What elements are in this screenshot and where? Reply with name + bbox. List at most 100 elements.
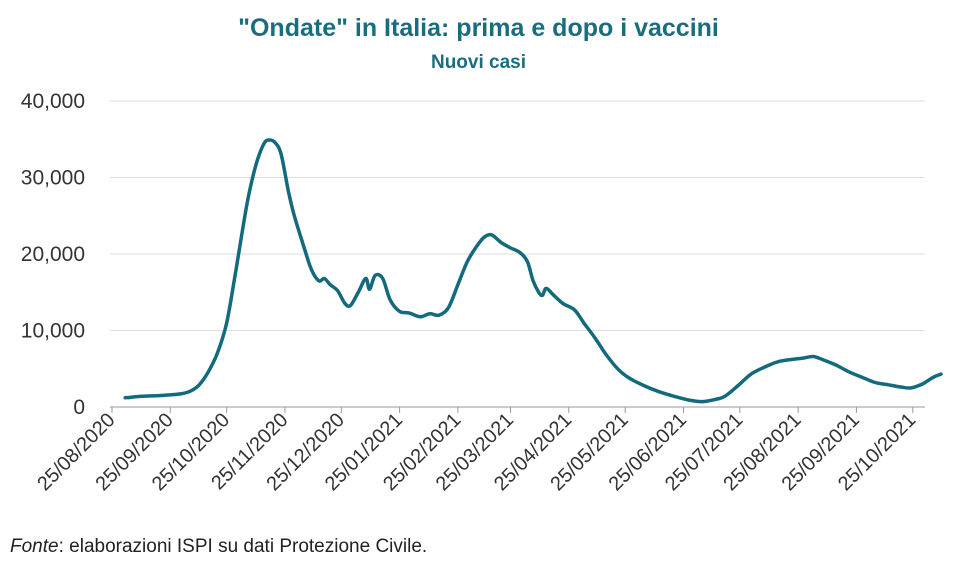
data-point: [418, 315, 422, 319]
data-point: [343, 302, 347, 306]
data-point: [811, 355, 815, 358]
source-label: Fonte: [10, 536, 59, 557]
data-point: [821, 358, 824, 361]
data-point: [847, 370, 851, 374]
data-point: [437, 313, 441, 317]
data-point: [356, 290, 360, 294]
data-point: [642, 384, 646, 387]
data-point: [762, 365, 766, 369]
data-point: [873, 381, 877, 384]
data-point: [197, 384, 200, 387]
data-point: [834, 363, 838, 367]
data-point: [582, 321, 586, 325]
data-point: [465, 260, 469, 263]
data-point: [247, 191, 251, 195]
data-point: [776, 360, 779, 364]
data-point: [939, 372, 943, 376]
data-point: [317, 279, 321, 283]
data-point: [544, 287, 548, 290]
data-point: [215, 352, 219, 355]
y-axis-ticks: 0 10,000 20,000 30,000 40,000: [21, 90, 85, 419]
data-point: [509, 246, 512, 250]
data-point: [287, 191, 291, 195]
data-point: [279, 153, 283, 157]
data-point: [490, 233, 494, 237]
y-tick-label: 30,000: [21, 167, 85, 190]
chart-subtitle: Nuovi casi: [430, 52, 527, 73]
data-point: [323, 277, 326, 280]
source-text: : elaborazioni ISPI su dati Protezione C…: [58, 536, 428, 557]
y-tick-label: 40,000: [21, 90, 85, 113]
x-axis-ticks: 25/08/202025/09/202025/10/202025/11/2020…: [33, 407, 920, 495]
series-line: [123, 138, 943, 404]
data-point: [700, 400, 704, 403]
data-point: [482, 235, 486, 239]
data-point: [381, 277, 385, 280]
data-point: [292, 214, 296, 218]
series-layer: [123, 138, 943, 404]
data-point: [932, 375, 935, 379]
gridlines: [110, 100, 925, 331]
data-point: [789, 358, 792, 361]
data-point: [672, 394, 676, 398]
data-point: [552, 293, 556, 297]
data-point: [749, 372, 753, 376]
data-point: [900, 385, 903, 389]
data-point: [499, 241, 503, 244]
chart-title: "Ondate" in Italia: prima e dopo i vacci…: [238, 14, 719, 42]
data-point: [328, 283, 332, 286]
data-point: [605, 353, 608, 357]
data-point: [234, 267, 238, 271]
data-point: [140, 394, 144, 398]
data-point: [309, 267, 313, 271]
data-point: [723, 394, 727, 398]
data-point: [373, 274, 377, 277]
data-point: [526, 260, 529, 263]
data-point: [428, 312, 432, 316]
data-point: [920, 382, 924, 386]
data-point: [225, 321, 229, 325]
data-point: [447, 306, 450, 309]
data-point: [388, 298, 392, 302]
data-point: [627, 376, 631, 380]
data-point: [268, 138, 272, 142]
data-point: [541, 293, 544, 297]
data-point: [456, 283, 460, 286]
data-point: [159, 394, 163, 397]
data-point: [242, 222, 246, 225]
data-point: [537, 290, 541, 294]
data-point: [274, 141, 277, 145]
source-note: Fonte: elaborazioni ISPI su dati Protezi…: [10, 536, 427, 558]
data-point: [714, 398, 717, 401]
y-tick-label: 20,000: [21, 243, 85, 266]
data-point: [573, 308, 576, 312]
data-point: [178, 392, 182, 396]
data-point: [368, 287, 371, 291]
data-point: [123, 396, 127, 400]
data-point: [909, 386, 913, 390]
data-point: [593, 336, 597, 340]
y-tick-label: 0: [73, 396, 85, 419]
data-point: [887, 383, 890, 387]
data-point: [255, 160, 259, 164]
data-point: [736, 384, 740, 387]
data-point: [349, 303, 353, 307]
data-point: [561, 302, 565, 306]
data-point: [206, 371, 210, 374]
data-point: [475, 244, 479, 248]
data-point: [860, 375, 864, 379]
data-point: [518, 251, 522, 254]
data-point: [336, 289, 339, 293]
data-point: [302, 244, 306, 248]
data-point: [687, 398, 691, 402]
data-point: [531, 279, 535, 283]
data-point: [802, 356, 806, 360]
data-point: [364, 277, 368, 280]
data-point: [407, 311, 411, 315]
data-point: [262, 141, 266, 145]
data-point: [398, 310, 401, 313]
data-point: [187, 390, 191, 394]
data-point: [657, 390, 661, 394]
y-tick-label: 10,000: [21, 320, 85, 343]
